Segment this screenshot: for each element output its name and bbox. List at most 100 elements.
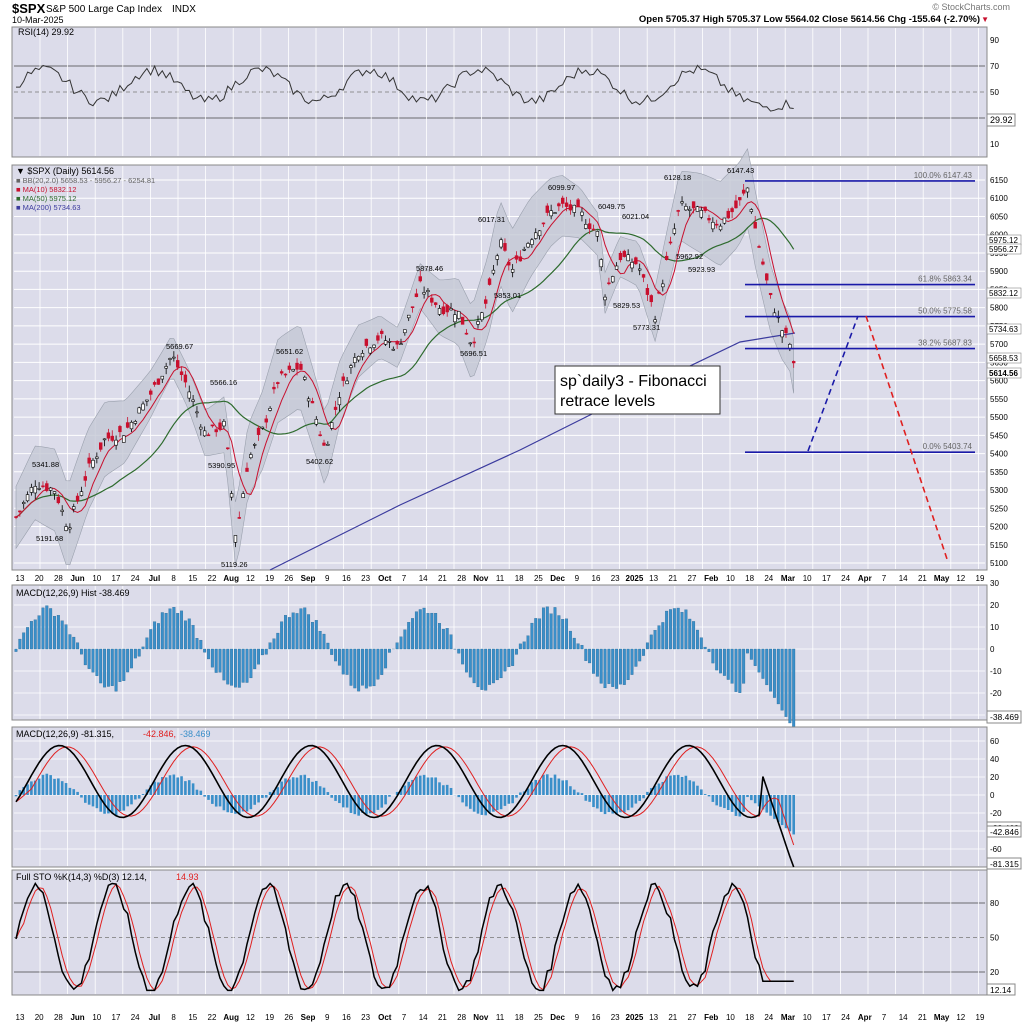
macd-hist-bar xyxy=(673,775,676,795)
candle xyxy=(433,302,438,308)
hist-bar xyxy=(730,648,734,684)
candle xyxy=(329,421,334,431)
macd-hist-bar xyxy=(734,795,738,816)
macd-hist-bar xyxy=(218,795,222,807)
price-label: 5119.26 xyxy=(221,560,248,569)
macd-hist-bar xyxy=(134,795,137,800)
candle xyxy=(64,523,68,532)
symbol-name: S&P 500 Large Cap Index xyxy=(46,4,162,15)
candle xyxy=(322,439,326,446)
macd-hist-bar xyxy=(187,780,191,795)
candle xyxy=(637,263,642,276)
price-tick: 5100 xyxy=(990,559,1008,568)
macd-hist-bar xyxy=(280,781,283,795)
price-label: 6021.04 xyxy=(622,212,649,221)
hist-bar xyxy=(611,648,615,687)
candle xyxy=(137,406,141,414)
hist-bar xyxy=(672,608,676,650)
candle xyxy=(168,357,172,366)
candle xyxy=(603,294,607,306)
macd-hist-bar xyxy=(330,795,333,798)
candle xyxy=(457,311,461,320)
x-axis-tick: May xyxy=(934,1013,950,1022)
candle xyxy=(45,480,49,493)
candle xyxy=(403,329,407,336)
macd-hist-bar xyxy=(765,795,769,813)
hist-bar xyxy=(676,607,680,650)
candle xyxy=(661,279,665,292)
candle xyxy=(653,315,657,325)
hist-bar xyxy=(576,643,580,650)
hist-bar xyxy=(218,648,222,673)
macd-hist-bar xyxy=(750,795,753,801)
hist-bar xyxy=(141,646,145,650)
macd-hist-bar xyxy=(253,795,256,805)
candle xyxy=(210,424,215,428)
macd-hist-bar xyxy=(442,785,445,795)
hist-bar xyxy=(788,648,792,724)
macd-value-signal: -42.846 xyxy=(990,827,1019,837)
hist-bar xyxy=(603,648,607,689)
x-axis-tick: Sep xyxy=(301,1013,316,1022)
candle xyxy=(114,435,118,450)
candle xyxy=(83,470,88,487)
hist-bar xyxy=(653,630,657,650)
hist-bar xyxy=(83,648,87,666)
macd-hist-bar xyxy=(515,795,518,798)
x-axis-tick: 17 xyxy=(822,1013,831,1022)
candle xyxy=(253,442,257,449)
candle xyxy=(91,458,95,470)
change-marker-icon: ▼ xyxy=(981,15,989,24)
hist-bar xyxy=(195,638,199,650)
hist-bar xyxy=(49,608,53,650)
hist-bar xyxy=(345,648,349,675)
hist-bar xyxy=(699,637,703,650)
x-axis-tick: 24 xyxy=(131,574,140,583)
x-axis-tick: 21 xyxy=(438,1013,447,1022)
hist-bar xyxy=(549,613,553,650)
macd-tick: 40 xyxy=(990,755,999,764)
macd-hist-value: -38.469 xyxy=(990,712,1019,722)
price-label: 6099.97 xyxy=(548,183,575,192)
hist-bar xyxy=(295,613,299,650)
price-label: 6128.18 xyxy=(664,173,691,182)
macd-hist-bar xyxy=(657,783,661,795)
hist-bar xyxy=(553,607,557,650)
hist-bar xyxy=(703,646,707,650)
hist-bar xyxy=(441,628,445,650)
candle xyxy=(422,286,426,299)
annotation-line-2: retrace levels xyxy=(560,393,655,410)
candle xyxy=(79,486,84,497)
hist-bar xyxy=(738,648,742,693)
price-tick: 5900 xyxy=(990,267,1008,276)
candle xyxy=(784,325,788,338)
macd-hist-bar xyxy=(226,795,230,813)
macd-hist-bar xyxy=(49,775,52,795)
candle xyxy=(568,199,573,215)
candle xyxy=(118,424,122,438)
candle xyxy=(383,335,388,346)
hist-bar xyxy=(72,636,76,650)
sto-d-line xyxy=(15,883,794,992)
ohlc-summary: Open 5705.37 High 5705.37 Low 5564.02 Cl… xyxy=(639,14,980,25)
hist-bar xyxy=(684,609,688,650)
macd-hist-bar xyxy=(430,777,434,795)
macd-hist-bar xyxy=(234,795,237,814)
hist-bar xyxy=(337,648,341,666)
macd-hist-bar xyxy=(492,795,495,812)
hist-bar xyxy=(156,623,160,650)
hist-bar xyxy=(183,620,187,650)
candle xyxy=(25,491,30,503)
hist-bar xyxy=(122,648,126,681)
macd-hist-bar xyxy=(623,795,626,813)
x-axis-tick: 18 xyxy=(745,574,754,583)
macd-tick: -60 xyxy=(990,845,1002,854)
candle xyxy=(564,196,569,212)
price-tick: 5500 xyxy=(990,413,1008,422)
candle xyxy=(738,197,742,206)
macd-hist-bar xyxy=(191,783,195,795)
macd-hist-bar xyxy=(318,786,322,795)
x-axis-tick: 8 xyxy=(171,1013,176,1022)
candle xyxy=(745,187,750,198)
